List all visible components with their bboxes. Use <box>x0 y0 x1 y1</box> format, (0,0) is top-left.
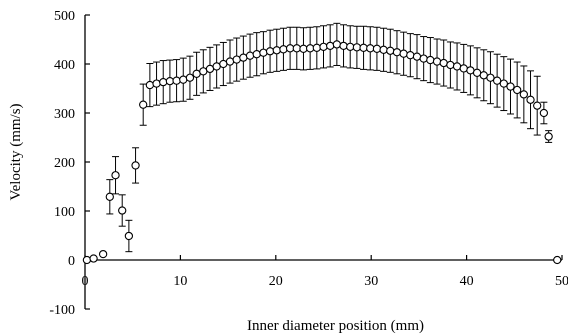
data-point <box>332 40 342 49</box>
y-axis-ticks: -100 0 100 200 300 400 500 <box>49 9 90 318</box>
x-tick-label: 30 <box>364 274 378 289</box>
data-point <box>366 44 375 53</box>
data-point <box>165 77 175 86</box>
data-point <box>292 44 301 53</box>
data-point <box>105 192 114 201</box>
x-axis-label: Inner diameter position (mm) <box>247 318 424 334</box>
data-point <box>272 46 281 55</box>
data-point <box>499 79 508 88</box>
data-point <box>359 43 368 52</box>
x-tick-label: 40 <box>460 274 474 289</box>
data-point <box>139 100 148 109</box>
data-point <box>305 44 315 53</box>
data-point <box>492 76 502 85</box>
data-point <box>131 161 140 170</box>
data-point <box>379 45 388 54</box>
data-point <box>199 67 208 76</box>
data-point <box>432 57 442 66</box>
x-tick-label: 20 <box>269 274 283 289</box>
data-point <box>513 85 522 95</box>
data-point <box>526 95 535 104</box>
data-point <box>439 58 448 68</box>
y-tick-label: 100 <box>54 205 75 220</box>
data-point <box>219 59 228 69</box>
data-point <box>506 82 515 91</box>
data-point <box>285 44 295 53</box>
data-point <box>319 42 328 51</box>
data-point <box>259 48 268 57</box>
data-point <box>145 80 155 90</box>
data-point <box>252 50 261 59</box>
data-point <box>185 73 195 82</box>
data-point <box>372 44 382 53</box>
data-point <box>98 249 108 259</box>
data-point <box>89 254 98 263</box>
data-point <box>459 64 468 73</box>
data-point <box>539 108 549 118</box>
data-point <box>192 69 201 78</box>
data-point <box>412 52 422 61</box>
data-point <box>245 51 255 60</box>
y-tick-label: 400 <box>54 58 75 73</box>
data-point <box>172 76 181 85</box>
data-point <box>179 75 188 84</box>
data-point <box>299 44 308 53</box>
data-point <box>519 90 528 99</box>
data-point <box>152 79 161 88</box>
data-point <box>419 54 428 63</box>
data-point <box>392 48 402 57</box>
data-point <box>312 43 321 52</box>
x-axis-ticks: 0 10 20 30 40 50 <box>82 255 568 289</box>
data-point <box>386 46 395 55</box>
x-tick-label: 10 <box>173 274 187 289</box>
data-point <box>533 101 542 110</box>
data-point <box>239 53 248 62</box>
x-tick-label: 0 <box>82 274 89 289</box>
y-tick-label: 300 <box>54 107 75 122</box>
data-point <box>446 60 455 70</box>
data-point <box>406 51 415 60</box>
data-point <box>326 41 335 51</box>
data-point <box>111 171 120 180</box>
data-point <box>124 231 134 241</box>
data-point <box>212 62 221 71</box>
data-point <box>399 49 408 58</box>
data-point <box>232 55 241 64</box>
data-point <box>544 132 553 141</box>
data-point <box>205 64 215 74</box>
data-point <box>479 71 488 80</box>
y-tick-label: -100 <box>49 303 75 318</box>
y-tick-label: 0 <box>68 254 75 269</box>
data-point <box>553 255 562 265</box>
data-point <box>452 62 462 71</box>
error-bars <box>106 22 553 253</box>
y-tick-label: 200 <box>54 156 75 171</box>
data-point <box>472 68 482 77</box>
data-point <box>352 43 362 52</box>
data-point <box>486 73 495 82</box>
data-points <box>82 40 562 265</box>
data-point <box>466 66 475 75</box>
data-point <box>279 45 288 54</box>
data-point <box>82 255 92 265</box>
data-point <box>225 57 235 66</box>
data-point <box>265 47 275 56</box>
x-tick-label: 50 <box>555 274 568 289</box>
data-point <box>159 77 168 87</box>
data-point <box>339 41 348 51</box>
data-point <box>346 42 355 51</box>
y-axis-label: Velocity (mm/s) <box>8 103 24 200</box>
data-point <box>426 55 435 65</box>
y-tick-label: 500 <box>54 9 75 24</box>
data-point <box>118 206 127 215</box>
